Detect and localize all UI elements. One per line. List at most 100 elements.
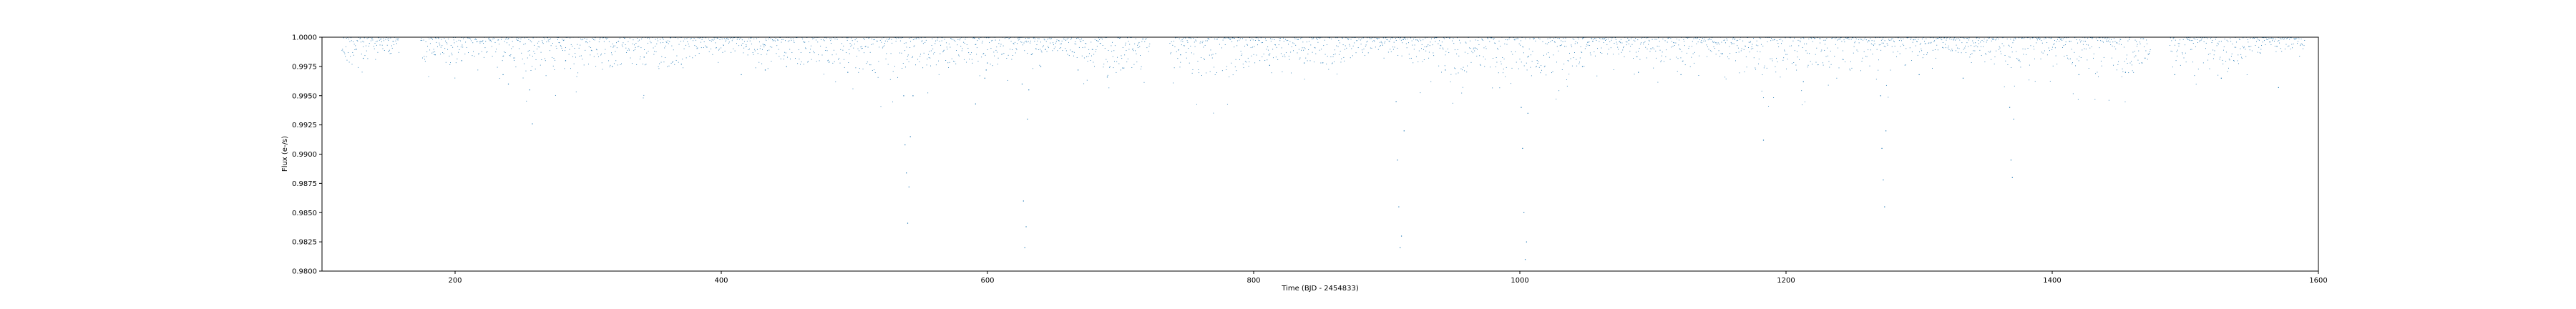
data-point bbox=[852, 40, 853, 41]
data-point bbox=[977, 60, 979, 62]
data-point bbox=[824, 40, 825, 41]
data-point bbox=[1279, 40, 1281, 41]
data-point bbox=[989, 42, 990, 44]
data-point bbox=[827, 60, 829, 62]
data-point bbox=[1091, 55, 1092, 57]
data-point bbox=[2171, 40, 2172, 41]
data-point bbox=[736, 39, 738, 40]
data-point bbox=[1038, 49, 1039, 50]
data-point bbox=[1566, 85, 1568, 87]
data-point bbox=[741, 39, 743, 41]
data-point bbox=[452, 46, 454, 48]
data-point bbox=[1257, 44, 1259, 46]
data-point bbox=[2256, 41, 2258, 42]
data-point bbox=[482, 41, 483, 42]
data-point bbox=[1169, 43, 1171, 44]
data-point bbox=[1951, 39, 1952, 40]
data-point bbox=[968, 52, 970, 54]
data-point bbox=[1292, 42, 1294, 44]
data-point bbox=[1428, 52, 1430, 53]
data-point bbox=[552, 43, 553, 44]
data-point bbox=[1128, 49, 1130, 50]
data-point bbox=[1247, 57, 1249, 59]
data-point bbox=[575, 57, 576, 58]
data-point bbox=[1762, 74, 1763, 76]
data-point bbox=[517, 39, 518, 41]
data-point bbox=[759, 48, 761, 49]
data-point bbox=[2031, 37, 2033, 39]
data-point bbox=[1065, 40, 1067, 41]
data-point bbox=[1012, 49, 1013, 51]
data-point bbox=[970, 54, 971, 55]
data-point bbox=[1210, 49, 1211, 51]
data-point bbox=[1219, 44, 1220, 45]
data-point bbox=[2057, 39, 2058, 40]
data-point bbox=[695, 55, 696, 57]
data-point bbox=[1628, 39, 1629, 41]
data-point bbox=[429, 43, 431, 44]
data-point bbox=[1080, 41, 1082, 42]
data-point bbox=[804, 41, 805, 43]
data-point bbox=[897, 77, 898, 78]
data-point bbox=[912, 95, 914, 97]
data-point bbox=[1237, 37, 1239, 39]
data-point bbox=[1255, 37, 1257, 39]
data-point bbox=[1453, 38, 1454, 39]
data-point bbox=[813, 51, 814, 52]
data-point bbox=[1569, 52, 1570, 54]
data-point bbox=[1267, 46, 1269, 48]
data-point bbox=[2056, 41, 2057, 42]
data-point bbox=[635, 46, 636, 48]
data-point bbox=[1186, 40, 1188, 41]
data-point bbox=[2136, 41, 2137, 42]
data-point bbox=[1810, 37, 1812, 39]
data-point bbox=[2248, 46, 2250, 47]
data-point bbox=[1921, 50, 1923, 52]
data-point bbox=[2278, 40, 2280, 41]
data-point bbox=[1781, 43, 1782, 44]
data-point bbox=[686, 38, 688, 39]
data-point bbox=[1862, 57, 1863, 59]
data-point bbox=[1717, 42, 1719, 44]
data-point bbox=[2248, 46, 2250, 47]
data-point bbox=[1026, 41, 1028, 43]
data-point bbox=[2117, 42, 2118, 44]
data-point bbox=[2065, 41, 2067, 43]
data-point bbox=[1816, 47, 1818, 49]
data-point bbox=[832, 62, 834, 64]
data-point bbox=[1297, 52, 1298, 54]
data-point bbox=[568, 54, 570, 55]
data-point bbox=[574, 48, 575, 49]
data-point bbox=[2182, 39, 2184, 40]
data-point bbox=[1008, 54, 1009, 56]
data-point bbox=[1670, 38, 1672, 39]
data-point bbox=[1242, 38, 1243, 39]
data-point bbox=[1214, 74, 1216, 75]
data-point bbox=[1191, 72, 1193, 74]
data-point bbox=[1737, 47, 1739, 49]
data-point bbox=[1285, 39, 1287, 40]
data-point bbox=[1310, 44, 1312, 46]
data-point bbox=[1397, 55, 1399, 57]
data-point bbox=[1482, 39, 1483, 40]
data-point bbox=[1211, 54, 1212, 56]
data-point bbox=[1829, 67, 1830, 68]
data-point bbox=[508, 38, 509, 39]
data-point bbox=[1339, 54, 1340, 55]
data-point bbox=[1420, 48, 1422, 49]
data-point bbox=[363, 57, 364, 59]
data-point bbox=[2269, 41, 2270, 43]
data-point bbox=[1551, 72, 1552, 74]
data-point bbox=[963, 59, 965, 60]
data-point bbox=[1734, 39, 1735, 40]
data-point bbox=[1495, 43, 1496, 44]
x-tick-label: 1200 bbox=[1777, 277, 1795, 285]
data-point bbox=[1802, 46, 1803, 48]
data-point bbox=[1056, 39, 1058, 41]
data-point bbox=[1400, 37, 1401, 39]
data-point bbox=[738, 45, 740, 46]
data-point bbox=[1025, 38, 1026, 39]
data-point bbox=[1684, 64, 1686, 66]
data-point bbox=[1254, 40, 1256, 41]
data-point bbox=[2233, 60, 2235, 62]
